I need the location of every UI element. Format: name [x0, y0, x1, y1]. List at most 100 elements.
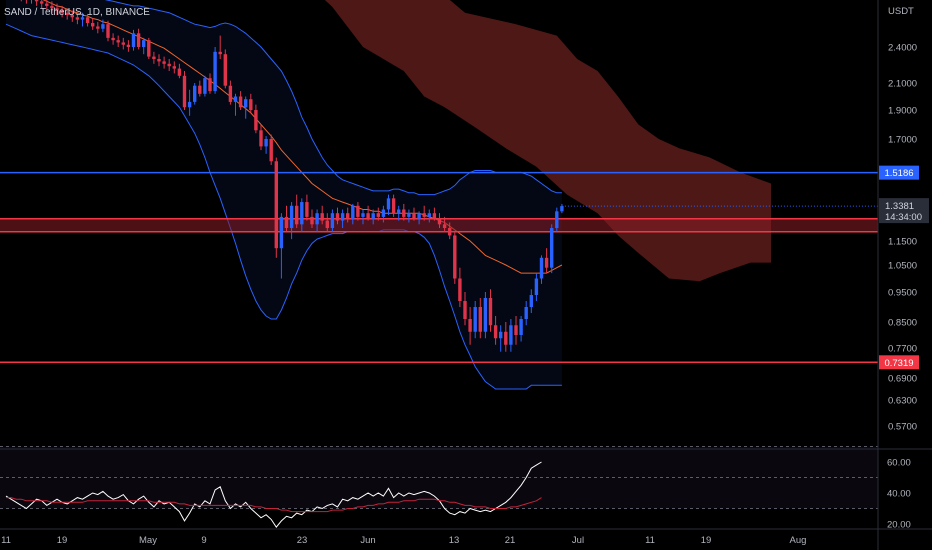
candle-88 — [453, 231, 457, 284]
candle-body — [493, 325, 498, 339]
candle-body — [560, 206, 564, 212]
candle-body — [91, 23, 95, 27]
candle-95 — [488, 289, 493, 332]
candle-63 — [325, 213, 329, 232]
candle-56 — [289, 202, 294, 240]
candle-body — [121, 42, 125, 45]
candle-body — [356, 205, 360, 217]
candle-44 — [228, 80, 233, 105]
candle-body — [427, 213, 431, 217]
candle-body — [422, 213, 426, 217]
rsi-tick-2: 60.00 — [887, 458, 911, 469]
candle-body — [218, 51, 222, 55]
candle-47 — [244, 96, 248, 119]
candle-59 — [305, 194, 309, 221]
candle-64 — [330, 209, 335, 232]
candle-46 — [238, 91, 243, 110]
candle-106 — [544, 248, 549, 274]
candle-body — [453, 235, 457, 279]
price-tick-8: 1.7000 — [888, 135, 917, 146]
candle-body — [233, 96, 238, 102]
candle-body — [437, 218, 442, 225]
time-tick-0: 11 — [1, 535, 11, 546]
candle-body — [448, 228, 452, 236]
candle-body — [60, 10, 64, 13]
candle-39 — [203, 75, 207, 97]
candle-body — [310, 216, 314, 225]
candle-body — [402, 209, 406, 217]
candle-97 — [499, 325, 503, 352]
candle-4 — [25, 0, 27, 4]
candle-body — [274, 161, 278, 249]
candle-12 — [65, 8, 69, 20]
candle-45 — [233, 93, 238, 116]
candle-body — [340, 213, 345, 221]
candle-body — [131, 33, 136, 47]
candle-body — [249, 99, 253, 110]
ichimoku-cloud — [324, 0, 771, 282]
candle-82 — [422, 205, 426, 221]
time-tick-4: 23 — [297, 535, 308, 546]
time-tick-7: 21 — [505, 535, 516, 546]
candle-107 — [550, 224, 554, 274]
candle-body — [203, 78, 207, 94]
candle-20 — [106, 20, 110, 42]
time-tick-5: Jun — [360, 535, 375, 546]
candle-34 — [177, 63, 182, 79]
candle-body — [529, 295, 533, 307]
candle-body — [136, 33, 141, 47]
candle-38 — [198, 80, 202, 97]
time-tick-11: Aug — [790, 535, 807, 546]
candle-body — [152, 56, 156, 59]
level-tag-0 — [879, 165, 919, 180]
candle-body — [499, 331, 503, 339]
candle-8 — [45, 0, 49, 11]
candle-5 — [31, 0, 32, 4]
price-tick-2: 0.6900 — [888, 374, 917, 385]
candle-body — [269, 139, 273, 162]
candle-42 — [218, 35, 222, 59]
candle-body — [463, 301, 467, 319]
candle-100 — [514, 316, 518, 345]
time-tick-8: Jul — [572, 535, 584, 546]
candle-65 — [335, 207, 340, 225]
candle-6 — [34, 0, 39, 6]
candle-108 — [555, 207, 559, 232]
candle-29 — [152, 51, 156, 64]
candle-66 — [340, 209, 345, 229]
candle-body — [320, 213, 324, 221]
candle-body — [147, 40, 151, 57]
candle-body — [187, 101, 192, 108]
candle-84 — [432, 207, 437, 221]
candle-69 — [356, 202, 360, 221]
candle-body — [177, 68, 182, 76]
candle-58 — [300, 198, 304, 232]
candle-body — [504, 331, 508, 345]
candle-body — [284, 216, 289, 229]
candle-body — [198, 85, 202, 94]
candle-body — [238, 96, 243, 108]
candle-9 — [50, 1, 54, 13]
candle-11 — [60, 5, 64, 18]
candle-80 — [412, 207, 416, 221]
candle-body — [279, 216, 284, 249]
candle-body — [483, 298, 488, 332]
candle-18 — [96, 21, 100, 34]
candle-7 — [40, 0, 44, 9]
candle-27 — [142, 37, 146, 55]
time-tick-3: 9 — [201, 535, 206, 546]
candle-33 — [172, 61, 176, 74]
level-tag-1 — [879, 355, 919, 370]
candle-109 — [560, 203, 564, 214]
candle-104 — [534, 273, 539, 301]
time-tick-9: 11 — [645, 535, 655, 546]
candle-49 — [254, 104, 258, 134]
rsi-tick-1: 40.00 — [887, 489, 911, 500]
candle-body — [514, 325, 518, 335]
candle-body — [162, 61, 166, 64]
candle-24 — [126, 40, 131, 52]
